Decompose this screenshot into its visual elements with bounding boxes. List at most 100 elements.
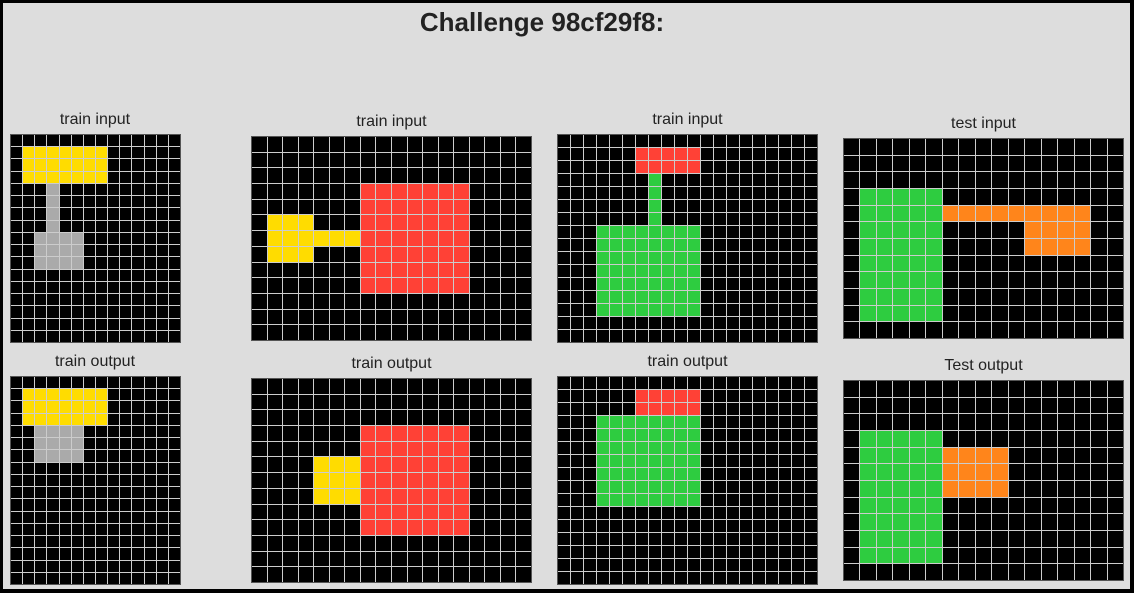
- grid-cell: [727, 403, 739, 415]
- grid-cell: [623, 213, 635, 225]
- grid-cell: [727, 572, 739, 584]
- grid-cell: [516, 520, 531, 535]
- grid-cell: [636, 239, 648, 251]
- grid-cell: [252, 137, 267, 152]
- grid-cell: [35, 171, 47, 183]
- grid-cell: [1074, 222, 1091, 238]
- grid-cell: [108, 147, 120, 159]
- grid-cell: [893, 464, 909, 480]
- grid-cell: [59, 220, 71, 232]
- grid-cell: [1091, 222, 1107, 238]
- grid-cell: [649, 330, 661, 342]
- grid-cell: [59, 183, 71, 196]
- grid-cell: [108, 196, 120, 208]
- grid-cell: [926, 431, 942, 447]
- grid-cell: [876, 189, 893, 205]
- grid-cell: [96, 536, 108, 548]
- grid-cell: [47, 208, 59, 220]
- grid-cell: [942, 414, 959, 430]
- grid-cell: [47, 548, 59, 560]
- grid-cell: [805, 572, 817, 584]
- grid-cell: [623, 330, 635, 342]
- grid-cell: [35, 389, 47, 401]
- grid-cell: [156, 330, 168, 342]
- grid-cell: [610, 533, 622, 545]
- grid-cell: [407, 278, 423, 293]
- grid-cell: [144, 281, 156, 294]
- grid-cell: [558, 161, 570, 173]
- grid-cell: [144, 318, 156, 330]
- grid-cell: [992, 139, 1008, 155]
- grid-cell: [144, 462, 156, 474]
- grid-cell: [571, 546, 583, 558]
- grid-cell: [876, 322, 893, 338]
- grid-cell: [23, 294, 35, 306]
- grid-cell: [1107, 514, 1123, 530]
- grid-cell: [168, 425, 180, 438]
- grid-cell: [584, 455, 596, 467]
- grid-cell: [283, 293, 298, 309]
- grid-cell: [753, 278, 765, 290]
- grid-cell: [314, 325, 329, 340]
- grid-cell: [423, 551, 438, 567]
- grid-cell: [727, 494, 739, 506]
- grid-cell: [59, 487, 71, 499]
- grid-cell: [391, 535, 407, 551]
- grid-cell: [454, 137, 469, 152]
- grid-cell: [740, 468, 752, 480]
- grid-cell: [11, 450, 23, 462]
- grid-cell: [314, 168, 329, 184]
- grid-cell: [71, 232, 83, 245]
- grid-cell: [345, 551, 360, 567]
- grid-cell: [792, 135, 804, 147]
- grid-cell: [516, 410, 531, 426]
- grid-cell: [1058, 272, 1074, 288]
- grid-cell: [132, 413, 144, 425]
- grid-cell: [423, 394, 438, 410]
- grid-cell: [252, 457, 267, 473]
- grid-cell: [156, 196, 168, 208]
- grid-cell: [23, 171, 35, 183]
- grid-cell: [108, 281, 120, 294]
- grid-cell: [662, 252, 674, 264]
- grid-cell: [252, 184, 267, 199]
- grid-cell: [792, 148, 804, 160]
- grid-cell: [571, 291, 583, 303]
- grid-cell: [714, 455, 726, 467]
- grid-cell: [329, 309, 345, 325]
- grid-cell: [740, 265, 752, 277]
- grid-cell: [144, 572, 156, 584]
- grid-cell: [1025, 381, 1041, 397]
- grid-cell: [252, 231, 267, 246]
- grid-cell: [992, 305, 1008, 322]
- grid-cell: [423, 441, 438, 457]
- grid-cell: [120, 462, 132, 474]
- grid-cell: [805, 468, 817, 480]
- grid-cell: [942, 305, 959, 322]
- grid-cell: [156, 294, 168, 306]
- grid-cell: [83, 401, 95, 413]
- grid-cell: [1025, 289, 1041, 305]
- grid-cell: [1041, 447, 1058, 464]
- grid-cell: [314, 152, 329, 168]
- grid-cell: [701, 572, 713, 584]
- grid-cell: [454, 520, 469, 535]
- grid-cell: [571, 330, 583, 342]
- grid-cell: [571, 390, 583, 402]
- grid-cell: [584, 265, 596, 277]
- grid-cell: [1058, 205, 1074, 222]
- grid-cell: [345, 215, 360, 231]
- grid-cell: [96, 208, 108, 220]
- grid-cell: [610, 377, 622, 389]
- grid-cell: [701, 507, 713, 519]
- grid-cell: [1008, 531, 1025, 547]
- grid-cell: [766, 187, 778, 199]
- grid-cell: [108, 560, 120, 572]
- grid-cell: [740, 213, 752, 225]
- grid-cell: [469, 215, 485, 231]
- grid-cell: [623, 187, 635, 199]
- grid-cell: [516, 215, 531, 231]
- grid-cell: [942, 497, 959, 514]
- grid-cell: [345, 278, 360, 293]
- grid-cell: [391, 137, 407, 152]
